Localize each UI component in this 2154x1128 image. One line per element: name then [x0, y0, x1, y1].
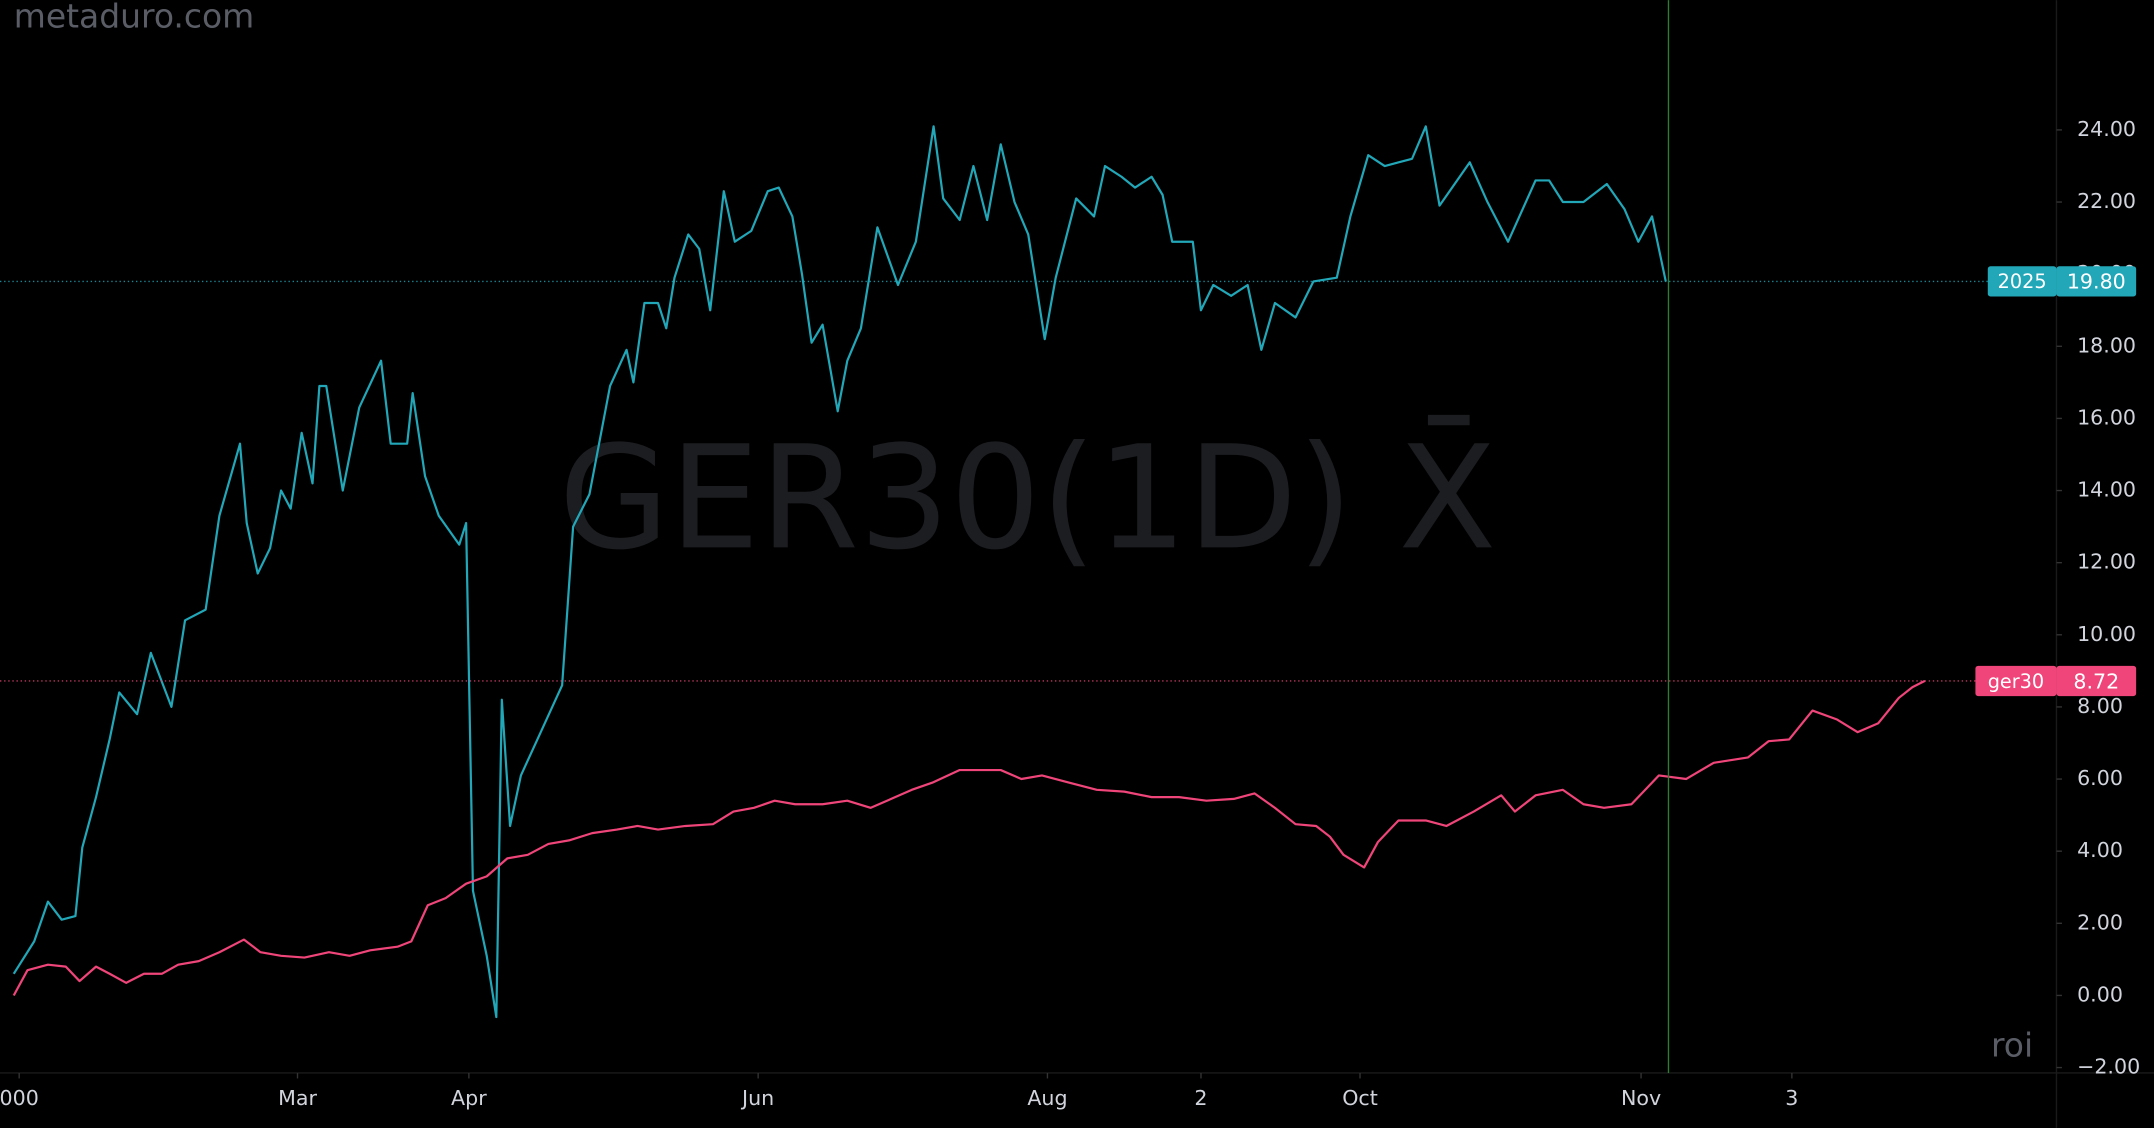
- last-value-tag: [2056, 266, 2137, 297]
- x-tick-label: Mar: [278, 1086, 317, 1110]
- x-tick-label: Apr: [451, 1086, 487, 1110]
- y-tick-label: 22.00: [2077, 189, 2136, 213]
- y-tick-label: 4.00: [2077, 838, 2123, 862]
- x-tick-label: 000: [0, 1086, 39, 1110]
- x-tick-label: 2: [1194, 1086, 1207, 1110]
- last-value-tag: [2056, 665, 2137, 697]
- y-tick-label: 12.00: [2077, 550, 2136, 574]
- series-line: [12, 679, 1926, 997]
- y-tick-label: 18.00: [2077, 333, 2136, 357]
- y-tick-label: 0.00: [2077, 982, 2123, 1006]
- legend-label: ger30: [1988, 670, 2044, 693]
- series-name-tag: [1987, 266, 2057, 297]
- x-tick-label: 3: [1785, 1086, 1798, 1110]
- series-name-tag: [1975, 665, 2057, 697]
- series-line: [12, 125, 1667, 1019]
- x-tick-label: Jun: [740, 1086, 774, 1110]
- y-tick-label: 2.00: [2077, 910, 2123, 934]
- x-tick-label: Aug: [1027, 1086, 1067, 1110]
- last-value-label: 19.80: [2067, 270, 2126, 294]
- legend-label: 2025: [1998, 270, 2047, 293]
- x-tick-label: Nov: [1621, 1086, 1661, 1110]
- y-tick-label: 10.00: [2077, 622, 2136, 646]
- plot-area: [12, 125, 1926, 1019]
- y-tick-label: 8.00: [2077, 694, 2123, 718]
- indicator-label: roi: [1991, 1025, 2033, 1064]
- last-value-label: 8.72: [2073, 669, 2119, 693]
- y-tick-label: 6.00: [2077, 766, 2123, 790]
- y-tick-label: −2.00: [2077, 1055, 2140, 1079]
- site-label: metaduro.com: [14, 0, 255, 35]
- watermark: GER30(1D) X̄: [559, 414, 1497, 581]
- y-tick-label: 14.00: [2077, 478, 2136, 502]
- x-tick-label: Oct: [1342, 1086, 1378, 1110]
- y-tick-label: 24.00: [2077, 117, 2136, 141]
- y-tick-label: 16.00: [2077, 405, 2136, 429]
